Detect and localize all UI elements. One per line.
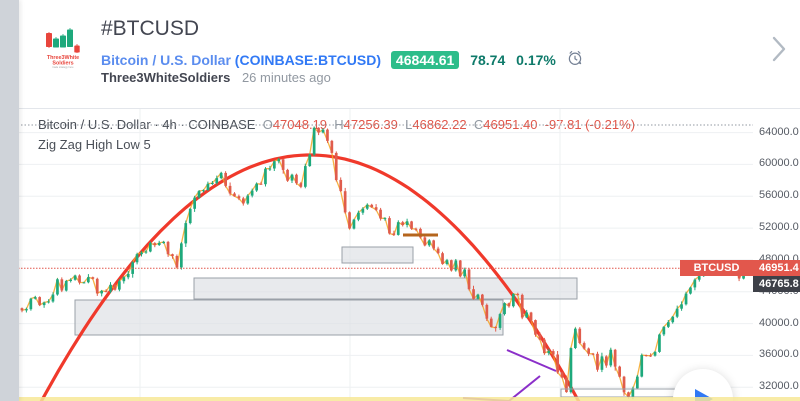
svg-text:trade strategy here: trade strategy here [53,66,75,69]
